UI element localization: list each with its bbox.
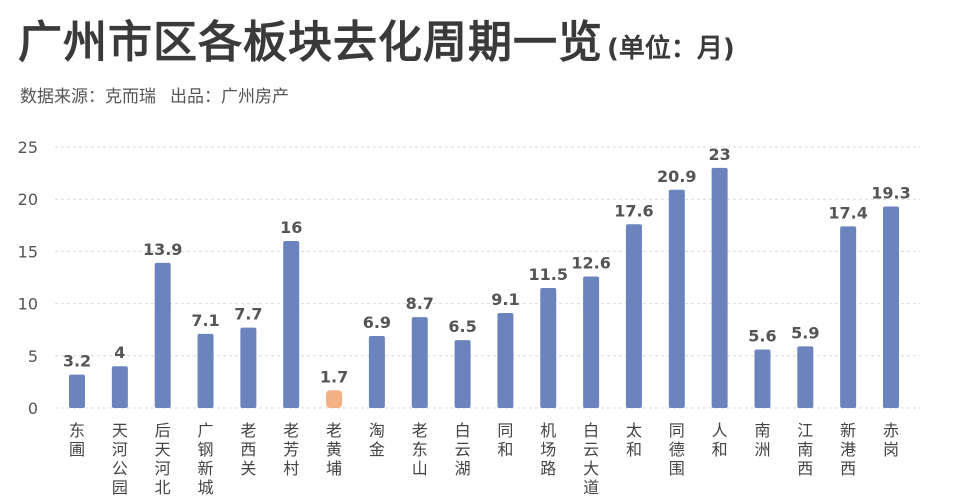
bar xyxy=(668,189,685,408)
bar xyxy=(883,206,899,408)
value-label: 16 xyxy=(280,218,302,237)
bar xyxy=(368,335,385,408)
value-label: 5.9 xyxy=(791,323,819,342)
value-label: 17.4 xyxy=(828,203,867,222)
category-label: 白云大道 xyxy=(583,421,599,497)
value-label: 6.9 xyxy=(363,313,391,332)
value-label: 9.1 xyxy=(491,290,519,309)
bar xyxy=(540,287,557,408)
category-label: 老芳村 xyxy=(283,421,299,478)
category-label: 淘金 xyxy=(369,421,385,459)
y-tick-label: 10 xyxy=(18,295,38,314)
y-tick-label: 20 xyxy=(18,190,38,209)
category-label: 老东山 xyxy=(412,421,428,478)
bar xyxy=(754,349,771,408)
category-label: 人和 xyxy=(712,421,728,459)
value-label: 11.5 xyxy=(529,265,568,284)
category-label: 东圃 xyxy=(69,421,85,459)
category-label: 太和 xyxy=(626,421,642,459)
chart-title: 广州市区各板块去化周期一览 xyxy=(18,17,603,68)
value-label: 19.3 xyxy=(871,184,910,203)
bar xyxy=(197,333,214,408)
value-labels: 3.2 4 13.9 7.1 7.7 16 1.7 6.9 8.7 6.5 9.1 11.512.6 1… xyxy=(63,145,911,386)
source-row: 数据来源：克而瑞 出品：广州房产 xyxy=(20,82,289,107)
bar xyxy=(625,224,642,408)
y-tick-label: 0 xyxy=(28,399,38,418)
bars xyxy=(69,167,899,408)
value-label: 5.6 xyxy=(748,327,776,346)
category-label: 同和 xyxy=(497,421,513,459)
producer: 出品：广州房产 xyxy=(170,87,289,107)
category-label: 老黄埔 xyxy=(326,421,342,478)
grid-layer xyxy=(55,146,920,409)
bar xyxy=(454,340,471,408)
bar xyxy=(840,226,857,408)
data-source: 数据来源：克而瑞 xyxy=(20,87,156,107)
y-axis: 0 5 10 15 20 25 xyxy=(18,138,38,418)
x-axis: 东圃 天河公园 后天河北 广钢新城 老西关 老芳村 老黄埔 淘金 老东山 白云湖 同和 机场路 白云大道… xyxy=(69,421,899,497)
category-label: 后天河北 xyxy=(155,421,171,497)
category-label: 新港西 xyxy=(840,421,856,478)
category-label: 天河公园 xyxy=(112,421,128,497)
value-label: 12.6 xyxy=(571,253,610,272)
bar xyxy=(583,276,600,408)
value-label: 7.1 xyxy=(191,311,219,330)
y-tick-label: 5 xyxy=(28,347,38,366)
value-label: 7.7 xyxy=(234,305,262,324)
value-label: 6.5 xyxy=(448,317,476,336)
bar xyxy=(711,167,728,408)
category-label: 南洲 xyxy=(754,421,770,459)
title-row: 广州市区各板块去化周期一览 (单位：月) xyxy=(18,6,735,70)
category-label: 老西关 xyxy=(240,421,256,478)
value-label: 17.6 xyxy=(614,201,653,220)
bar xyxy=(411,317,428,408)
value-label: 20.9 xyxy=(657,167,696,186)
bar xyxy=(283,240,300,408)
bar xyxy=(111,366,128,408)
value-label: 23 xyxy=(708,145,730,164)
value-label: 3.2 xyxy=(63,352,91,371)
value-label: 13.9 xyxy=(143,240,182,259)
bar xyxy=(154,262,171,408)
bar xyxy=(69,374,85,408)
category-label: 江南西 xyxy=(797,421,813,478)
bar xyxy=(326,390,343,408)
category-label: 同德围 xyxy=(669,421,685,478)
category-label: 广钢新城 xyxy=(198,421,214,497)
category-label: 白云湖 xyxy=(455,421,471,478)
bar xyxy=(797,346,814,408)
y-tick-label: 15 xyxy=(18,242,38,261)
y-tick-label: 25 xyxy=(18,138,38,157)
category-label: 赤岗 xyxy=(883,421,899,459)
bar xyxy=(497,312,514,408)
value-label: 8.7 xyxy=(406,294,434,313)
category-label: 机场路 xyxy=(540,421,556,478)
value-label: 4 xyxy=(114,343,125,362)
chart-unit: (单位：月) xyxy=(607,34,735,64)
bar xyxy=(240,327,257,408)
value-label: 1.7 xyxy=(320,367,348,386)
